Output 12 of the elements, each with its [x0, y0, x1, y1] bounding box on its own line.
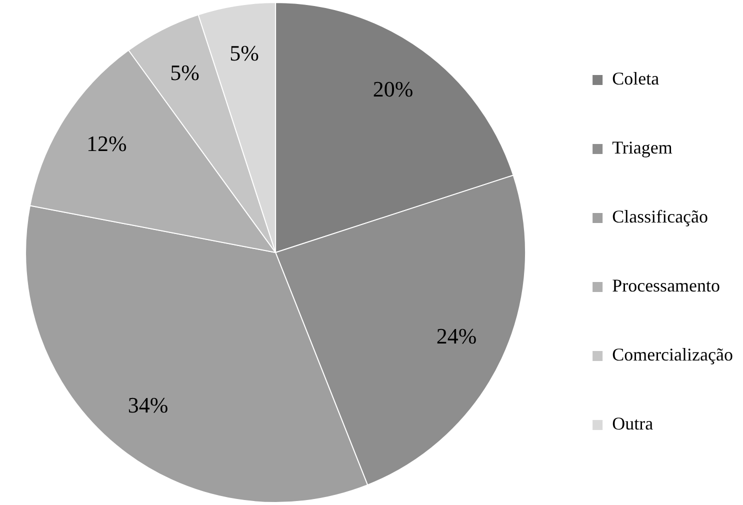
data-label: 34%: [128, 392, 168, 418]
legend-label: Comercialização: [612, 344, 734, 365]
legend-label: Outra: [612, 414, 654, 434]
data-label: 20%: [372, 76, 414, 102]
data-label: 5%: [170, 60, 200, 86]
legend-label: Classificação: [612, 206, 708, 227]
legend-label: Processamento: [612, 276, 720, 296]
data-label: 12%: [86, 131, 127, 156]
data-label: 24%: [436, 323, 477, 348]
legend-label: Triagem: [612, 138, 672, 158]
legend-label: Coleta: [612, 68, 660, 89]
data-label: 5%: [230, 40, 259, 66]
